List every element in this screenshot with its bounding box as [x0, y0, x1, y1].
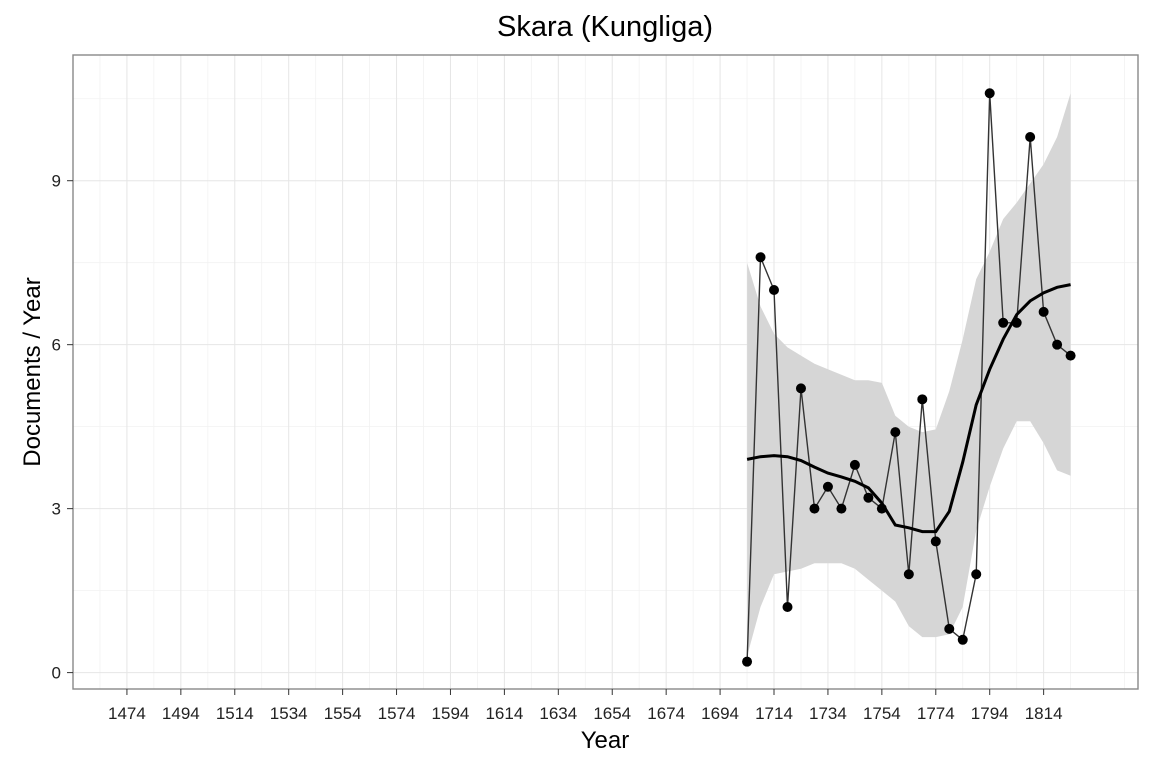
y-axis-title: Documents / Year: [19, 277, 46, 466]
data-point: [1038, 306, 1049, 317]
data-point: [971, 569, 982, 580]
x-axis: 1474 1494 1514 1534 1554 1574 1594 1614 1634 1654…: [108, 689, 1063, 723]
data-point: [849, 459, 860, 470]
data-point: [944, 623, 955, 634]
x-tick-label: 1794: [971, 704, 1009, 723]
y-axis: 0 3 6 9: [52, 172, 73, 683]
x-tick-label: 1594: [432, 704, 470, 723]
plot-border: [72, 54, 1139, 690]
data-point: [755, 252, 766, 263]
y-tick-label: 0: [52, 664, 61, 683]
data-point: [782, 602, 793, 613]
data-point: [742, 656, 753, 667]
data-point: [876, 503, 887, 514]
confidence-band: [747, 93, 1071, 657]
y-tick-label: 3: [52, 500, 61, 519]
data-point: [863, 492, 874, 503]
x-tick-label: 1714: [755, 704, 793, 723]
data-point: [1052, 339, 1063, 350]
data-point: [822, 481, 833, 492]
x-tick-label: 1694: [701, 704, 739, 723]
data-point: [998, 317, 1009, 328]
x-tick-label: 1814: [1025, 704, 1063, 723]
chart-title: Skara (Kungliga): [497, 11, 713, 43]
x-tick-label: 1534: [270, 704, 308, 723]
x-tick-label: 1494: [162, 704, 200, 723]
data-point: [1065, 350, 1076, 361]
x-tick-label: 1554: [324, 704, 362, 723]
data-point: [984, 88, 995, 99]
smooth-trend-line: [746, 283, 1071, 534]
data-point: [917, 394, 928, 405]
x-axis-title: Year: [581, 727, 630, 754]
x-tick-label: 1674: [647, 704, 685, 723]
x-tick-label: 1634: [539, 704, 577, 723]
x-tick-label: 1654: [593, 704, 631, 723]
x-tick-label: 1734: [809, 704, 847, 723]
x-tick-label: 1614: [485, 704, 523, 723]
x-tick-label: 1774: [917, 704, 955, 723]
data-point: [795, 383, 806, 394]
x-tick-label: 1474: [108, 704, 146, 723]
data-point: [890, 427, 901, 438]
data-point: [1025, 131, 1036, 142]
data-point: [930, 536, 941, 547]
y-tick-label: 6: [52, 336, 61, 355]
data-point: [1011, 317, 1022, 328]
x-tick-label: 1514: [216, 704, 254, 723]
grid-minor: [73, 55, 1138, 689]
data-point: [769, 285, 780, 296]
x-tick-label: 1574: [378, 704, 416, 723]
data-point: [809, 503, 820, 514]
data-point: [836, 503, 847, 514]
y-tick-label: 9: [52, 172, 61, 191]
data-points: [742, 88, 1076, 667]
data-point: [903, 569, 914, 580]
data-point: [957, 634, 968, 645]
x-tick-label: 1754: [863, 704, 901, 723]
